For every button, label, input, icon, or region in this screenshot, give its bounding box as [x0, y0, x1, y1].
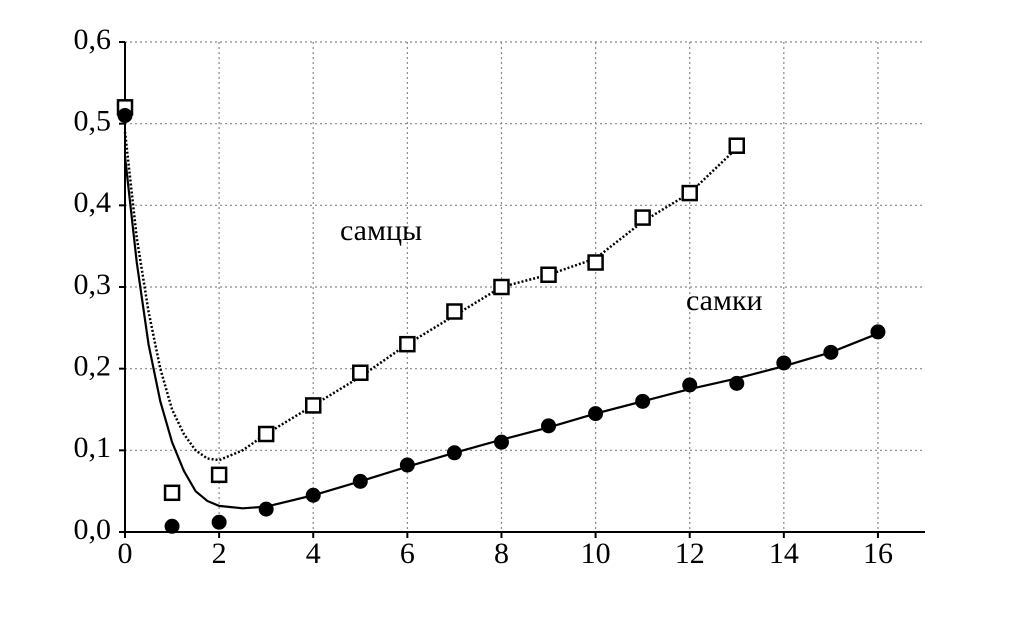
x-tick-label: 12	[675, 537, 705, 570]
x-tick-label: 14	[769, 537, 799, 570]
point	[446, 445, 462, 461]
point	[634, 209, 651, 226]
fit-curve	[123, 156, 879, 510]
point	[682, 377, 698, 393]
point	[776, 355, 792, 371]
point	[257, 425, 275, 443]
point	[210, 466, 228, 484]
y-tick-label: 0,2	[74, 350, 112, 383]
point	[729, 375, 745, 391]
fit-curve	[123, 131, 738, 462]
y-tick-label: 0,1	[74, 431, 112, 464]
x-tick-label: 4	[306, 537, 321, 570]
annotation: самцы	[340, 214, 422, 247]
point	[540, 266, 557, 283]
point	[493, 434, 509, 450]
y-tick-label: 0,0	[74, 513, 112, 546]
point	[305, 487, 321, 503]
point	[164, 518, 180, 534]
x-tick-label: 8	[494, 537, 509, 570]
point	[588, 406, 604, 422]
y-tick-label: 0,3	[74, 268, 112, 301]
point	[399, 457, 415, 473]
point	[587, 254, 604, 271]
point	[446, 303, 463, 320]
y-tick-label: 0,5	[74, 105, 112, 138]
point	[870, 324, 886, 340]
x-tick-label: 2	[212, 537, 227, 570]
point	[117, 108, 133, 123]
x-tick-label: 0	[118, 537, 133, 570]
point	[304, 397, 322, 414]
y-tick-label: 0,6	[74, 23, 112, 56]
annotation: самки	[686, 284, 763, 317]
point	[635, 393, 651, 409]
point	[163, 484, 181, 502]
point	[728, 137, 746, 154]
point	[352, 364, 369, 381]
point	[352, 473, 368, 489]
point	[493, 278, 510, 296]
x-tick-label: 6	[400, 537, 415, 570]
point	[258, 501, 274, 517]
point	[211, 514, 227, 530]
x-tick-label: 10	[581, 537, 611, 570]
y-tick-label: 0,4	[74, 186, 112, 219]
point	[399, 335, 416, 353]
point	[681, 184, 698, 202]
point	[541, 418, 557, 434]
x-tick-label: 16	[863, 537, 893, 570]
point	[823, 344, 839, 360]
